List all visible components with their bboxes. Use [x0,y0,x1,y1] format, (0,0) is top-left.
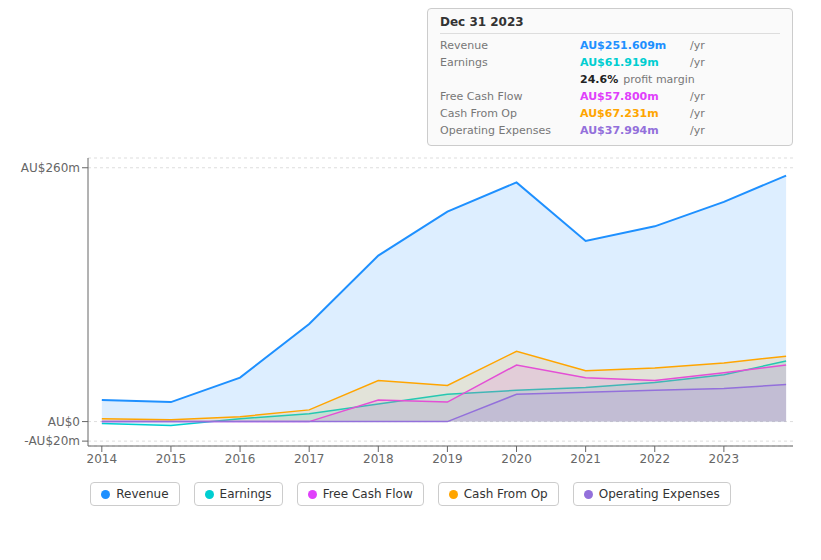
svg-text:2018: 2018 [363,452,394,466]
svg-text:2020: 2020 [501,452,532,466]
html-text:AU$37.994m: AU$37.994m [580,124,659,137]
html-text:/yr: /yr [690,39,705,52]
svg-text:2015: 2015 [156,452,187,466]
html-text:Earnings: Earnings [440,56,488,69]
html-text:Cash From Op: Cash From Op [440,107,517,120]
svg-text:AU$0: AU$0 [48,415,80,429]
svg-text:2022: 2022 [639,452,670,466]
svg-text:2023: 2023 [709,452,740,466]
html-text:AU$61.919m: AU$61.919m [580,56,659,69]
html-text:/yr: /yr [690,124,705,137]
html-text:Earnings: Earnings [219,487,272,501]
html-text:24.6% profit margin: 24.6% profit margin [580,73,695,86]
html-text:Free Cash Flow: Free Cash Flow [322,487,413,501]
html-text:Free Cash Flow: Free Cash Flow [440,90,523,103]
html-text:/yr: /yr [690,56,705,69]
html-text:/yr: /yr [690,90,705,103]
html-text:Operating Expenses: Operating Expenses [440,124,551,137]
svg-text:2014: 2014 [87,452,118,466]
svg-text:-AU$20m: -AU$20m [24,434,80,448]
html-text:AU$57.800m: AU$57.800m [580,90,659,103]
html-text:/yr: /yr [690,107,705,120]
svg-text:2021: 2021 [570,452,601,466]
html-text:Revenue: Revenue [440,39,488,52]
html-text:Operating Expenses: Operating Expenses [598,487,720,501]
svg-text:AU$260m: AU$260m [21,161,80,175]
html-text:Revenue: Revenue [116,487,169,501]
html-text:AU$67.231m: AU$67.231m [580,107,659,120]
html-text:AU$251.609m: AU$251.609m [580,39,667,52]
html-text:Dec 31 2023: Dec 31 2023 [440,15,524,29]
svg-text:2019: 2019 [432,452,463,466]
html-text:Cash From Op: Cash From Op [463,487,548,501]
svg-text:2016: 2016 [225,452,256,466]
svg-text:2017: 2017 [294,452,325,466]
